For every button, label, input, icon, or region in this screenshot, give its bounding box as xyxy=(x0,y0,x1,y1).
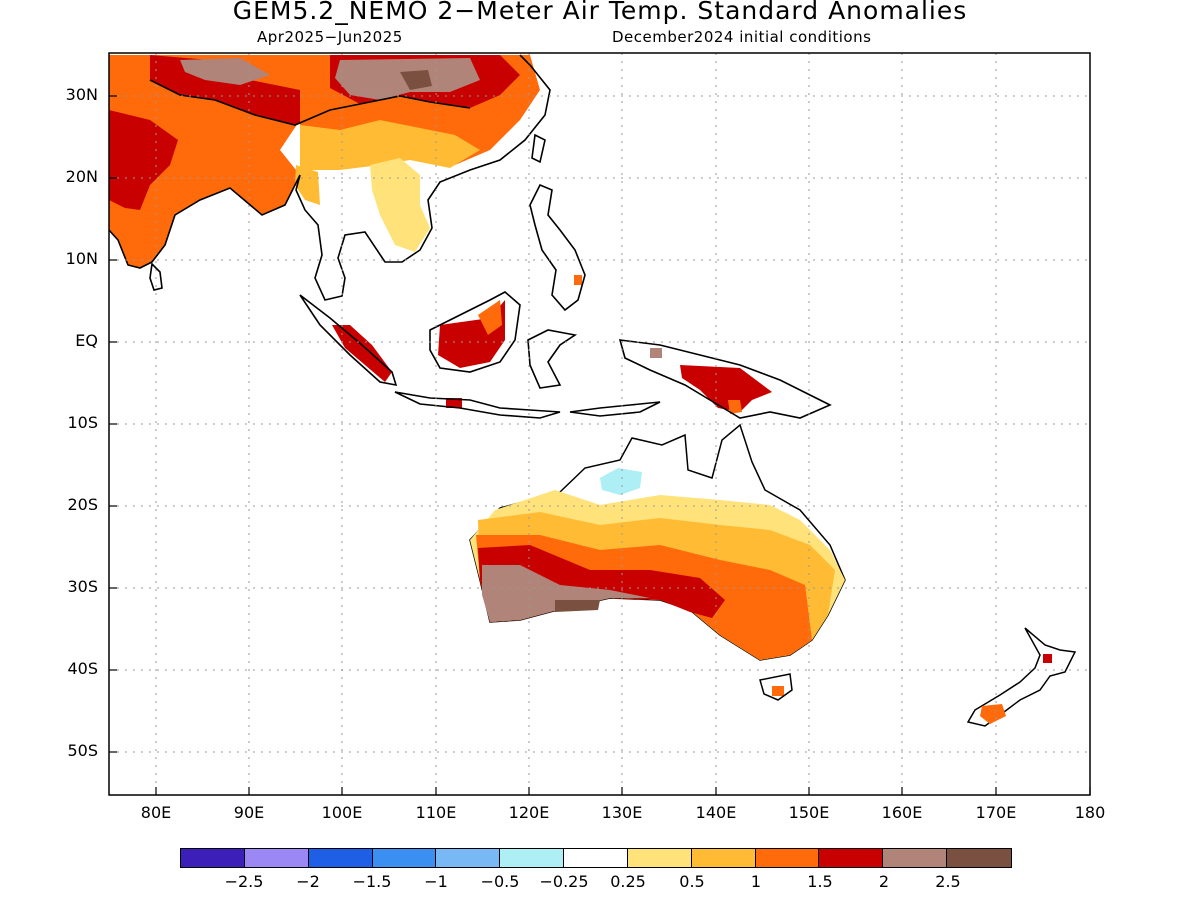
australia-anomaly-light-blue xyxy=(600,468,642,495)
colorbar xyxy=(180,848,1012,868)
colorbar-label: −1 xyxy=(424,872,448,891)
colorbar-label: 0.5 xyxy=(679,872,705,891)
sri-lanka-outline xyxy=(149,262,163,291)
java-anomaly-red xyxy=(446,398,462,408)
axis-ticks xyxy=(109,95,1091,795)
lat-label: 10S xyxy=(67,413,98,432)
australia-anomaly-dark-brown xyxy=(555,600,600,612)
lon-label: 140E xyxy=(695,803,737,822)
colorbar-swatch xyxy=(819,849,884,867)
asia-coastline xyxy=(109,54,551,301)
philippines-anomaly-orange xyxy=(574,275,582,285)
china-anomaly-yellow-orange xyxy=(300,120,480,170)
colorbar-swatch xyxy=(308,849,373,867)
borneo-anomaly-orange xyxy=(478,300,502,335)
colorbar-label: −0.5 xyxy=(480,872,520,891)
colorbar-swatch xyxy=(244,849,309,867)
colorbar-swatch xyxy=(564,849,628,867)
new-guinea-outline xyxy=(618,339,832,419)
lat-label: 20N xyxy=(65,167,98,186)
lon-label: 160E xyxy=(881,803,923,822)
lon-label: 100E xyxy=(321,803,363,822)
colorbar-swatch xyxy=(947,849,1011,867)
lon-label: 150E xyxy=(788,803,830,822)
borneo-outline xyxy=(429,291,521,373)
lesser-sunda-outline xyxy=(569,401,661,417)
colorbar-label: 1.5 xyxy=(807,872,833,891)
colorbar-swatch xyxy=(372,849,437,867)
new-zealand-anomaly-red xyxy=(1043,654,1052,663)
colorbar-label: −1.5 xyxy=(352,872,392,891)
java-outline xyxy=(394,391,561,419)
lat-label: 50S xyxy=(67,741,98,760)
forecast-period: Apr2025−Jun2025 xyxy=(257,28,403,46)
sulawesi-outline xyxy=(527,329,578,389)
colorbar-swatch xyxy=(755,849,820,867)
gridlines xyxy=(109,53,1090,795)
colorbar-label: 0.25 xyxy=(610,872,646,891)
tasmania-anomaly-orange xyxy=(772,686,784,696)
lon-label: 130E xyxy=(601,803,643,822)
colorbar-swatch xyxy=(181,849,245,867)
borneo-anomaly-red xyxy=(438,300,505,368)
taiwan-outline xyxy=(531,133,546,164)
new-guinea-anomaly-orange xyxy=(728,400,742,414)
coastlines xyxy=(109,54,832,419)
lon-label: 180 xyxy=(1074,803,1106,822)
new-guinea-anomaly-brown xyxy=(650,348,662,358)
lon-label: 170E xyxy=(975,803,1017,822)
tasmania-outline xyxy=(759,673,793,701)
china-anomaly-dark-brown xyxy=(400,70,432,90)
india-border xyxy=(149,79,471,126)
lon-label: 80E xyxy=(140,803,172,822)
initial-conditions: December2024 initial conditions xyxy=(612,28,872,46)
new-guinea-anomaly-red xyxy=(680,365,772,412)
lat-label: 40S xyxy=(67,659,98,678)
philippines-outline xyxy=(529,183,586,312)
colorbar-label: 2 xyxy=(878,872,890,891)
colorbar-label: 1 xyxy=(750,872,762,891)
lon-label: 120E xyxy=(508,803,550,822)
lat-label: EQ xyxy=(75,331,98,350)
sumatra-outline xyxy=(299,294,398,387)
lat-label: 10N xyxy=(65,249,98,268)
lon-label: 90E xyxy=(233,803,265,822)
lon-label: 110E xyxy=(415,803,457,822)
indochina-anomaly-yellow xyxy=(370,158,430,252)
new-zealand-anomaly-orange xyxy=(980,704,1006,724)
colorbar-swatch xyxy=(627,849,692,867)
australia-anomaly-brown xyxy=(482,565,650,622)
lat-label: 30N xyxy=(65,85,98,104)
colorbar-label: −2 xyxy=(296,872,320,891)
colorbar-swatch xyxy=(436,849,501,867)
colorbar-label: −2.5 xyxy=(224,872,264,891)
colorbar-swatch xyxy=(500,849,565,867)
colorbar-swatch xyxy=(691,849,756,867)
colorbar-label: 2.5 xyxy=(935,872,961,891)
lat-label: 30S xyxy=(67,577,98,596)
colorbar-label: −0.25 xyxy=(539,872,589,891)
myanmar-anomaly-orange xyxy=(295,165,320,205)
india-anomaly-red xyxy=(109,110,178,210)
lat-label: 20S xyxy=(67,495,98,514)
map-content xyxy=(109,54,1077,727)
map-title: GEM5.2_NEMO 2−Meter Air Temp. Standard A… xyxy=(232,0,968,25)
colorbar-swatch xyxy=(883,849,948,867)
tibet-anomaly-brown xyxy=(180,58,270,85)
sumatra-anomaly-red xyxy=(332,325,392,382)
